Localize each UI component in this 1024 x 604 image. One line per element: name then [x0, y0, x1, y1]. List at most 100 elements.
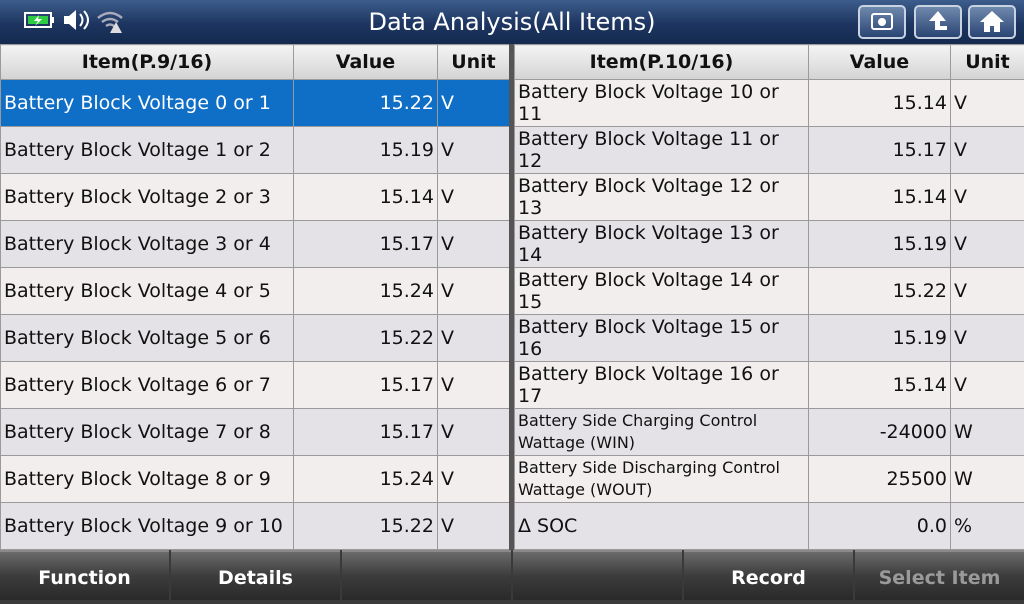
item-header: Item(P.10/16) [515, 45, 809, 80]
value-cell: 15.24 [294, 268, 438, 315]
screenshot-button[interactable] [858, 5, 906, 39]
value-cell: 15.22 [294, 315, 438, 362]
value-cell: 15.19 [809, 221, 951, 268]
unit-cell: V [438, 456, 510, 503]
unit-cell: V [438, 221, 510, 268]
footer-bar: Function Details Record Select Item [0, 550, 1024, 600]
select-item-button: Select Item [855, 550, 1024, 600]
item-cell: Battery Block Voltage 9 or 10 [1, 503, 294, 550]
value-header: Value [294, 45, 438, 80]
unit-cell: V [438, 268, 510, 315]
back-button[interactable] [914, 5, 962, 39]
title-bar: Data Analysis(All Items) [0, 0, 1024, 44]
item-cell: Battery Block Voltage 5 or 6 [1, 315, 294, 362]
unit-header: Unit [438, 45, 510, 80]
value-cell: 15.17 [294, 221, 438, 268]
data-row[interactable]: Battery Side Charging Control Wattage (W… [515, 409, 1024, 456]
item-cell: Battery Block Voltage 15 or 16 [515, 315, 809, 362]
value-cell: 15.22 [294, 503, 438, 550]
item-cell: Battery Block Voltage 4 or 5 [1, 268, 294, 315]
value-cell: 15.17 [809, 127, 951, 174]
value-cell: 15.17 [294, 409, 438, 456]
unit-cell: V [951, 221, 1024, 268]
value-cell: 15.19 [294, 127, 438, 174]
item-cell: Battery Block Voltage 7 or 8 [1, 409, 294, 456]
unit-cell: V [438, 80, 510, 127]
unit-cell: V [951, 362, 1024, 409]
value-cell: 15.14 [809, 362, 951, 409]
value-cell: 15.14 [809, 80, 951, 127]
unit-cell: V [438, 409, 510, 456]
value-cell: 15.22 [809, 268, 951, 315]
record-button[interactable]: Record [684, 550, 853, 600]
value-cell: 15.19 [809, 315, 951, 362]
unit-cell: V [438, 503, 510, 550]
value-cell: -24000 [809, 409, 951, 456]
value-cell: 15.17 [294, 362, 438, 409]
unit-cell: V [951, 315, 1024, 362]
value-cell: 15.22 [294, 80, 438, 127]
item-cell: Δ SOC [515, 503, 809, 550]
item-cell: Battery Block Voltage 6 or 7 [1, 362, 294, 409]
item-cell: Battery Block Voltage 13 or 14 [515, 221, 809, 268]
unit-cell: V [951, 268, 1024, 315]
unit-cell: W [951, 409, 1024, 456]
value-header: Value [809, 45, 951, 80]
item-cell: Battery Block Voltage 1 or 2 [1, 127, 294, 174]
home-button[interactable] [968, 5, 1016, 39]
item-cell: Battery Side Discharging Control Wattage… [515, 456, 809, 503]
unit-cell: W [951, 456, 1024, 503]
unit-cell: V [438, 362, 510, 409]
data-row[interactable]: Battery Side Discharging Control Wattage… [515, 456, 1024, 503]
item-cell: Battery Block Voltage 12 or 13 [515, 174, 809, 221]
item-cell: Battery Side Charging Control Wattage (W… [515, 409, 809, 456]
value-cell: 15.14 [294, 174, 438, 221]
item-cell: Battery Block Voltage 0 or 1 [1, 80, 294, 127]
details-button[interactable]: Details [171, 550, 340, 600]
empty-button[interactable] [342, 550, 511, 600]
item-cell: Battery Block Voltage 8 or 9 [1, 456, 294, 503]
unit-cell: % [951, 503, 1024, 550]
empty-button[interactable] [513, 550, 682, 600]
value-cell: 15.14 [809, 174, 951, 221]
item-cell: Battery Block Voltage 11 or 12 [515, 127, 809, 174]
function-button[interactable]: Function [0, 550, 169, 600]
item-cell: Battery Block Voltage 14 or 15 [515, 268, 809, 315]
item-header: Item(P.9/16) [1, 45, 294, 80]
value-cell: 15.24 [294, 456, 438, 503]
unit-cell: V [438, 127, 510, 174]
unit-cell: V [951, 174, 1024, 221]
unit-cell: V [951, 80, 1024, 127]
item-cell: Battery Block Voltage 16 or 17 [515, 362, 809, 409]
item-cell: Battery Block Voltage 2 or 3 [1, 174, 294, 221]
item-cell: Battery Block Voltage 3 or 4 [1, 221, 294, 268]
unit-cell: V [438, 174, 510, 221]
value-cell: 0.0 [809, 503, 951, 550]
unit-cell: V [438, 315, 510, 362]
item-cell: Battery Block Voltage 10 or 11 [515, 80, 809, 127]
unit-cell: V [951, 127, 1024, 174]
